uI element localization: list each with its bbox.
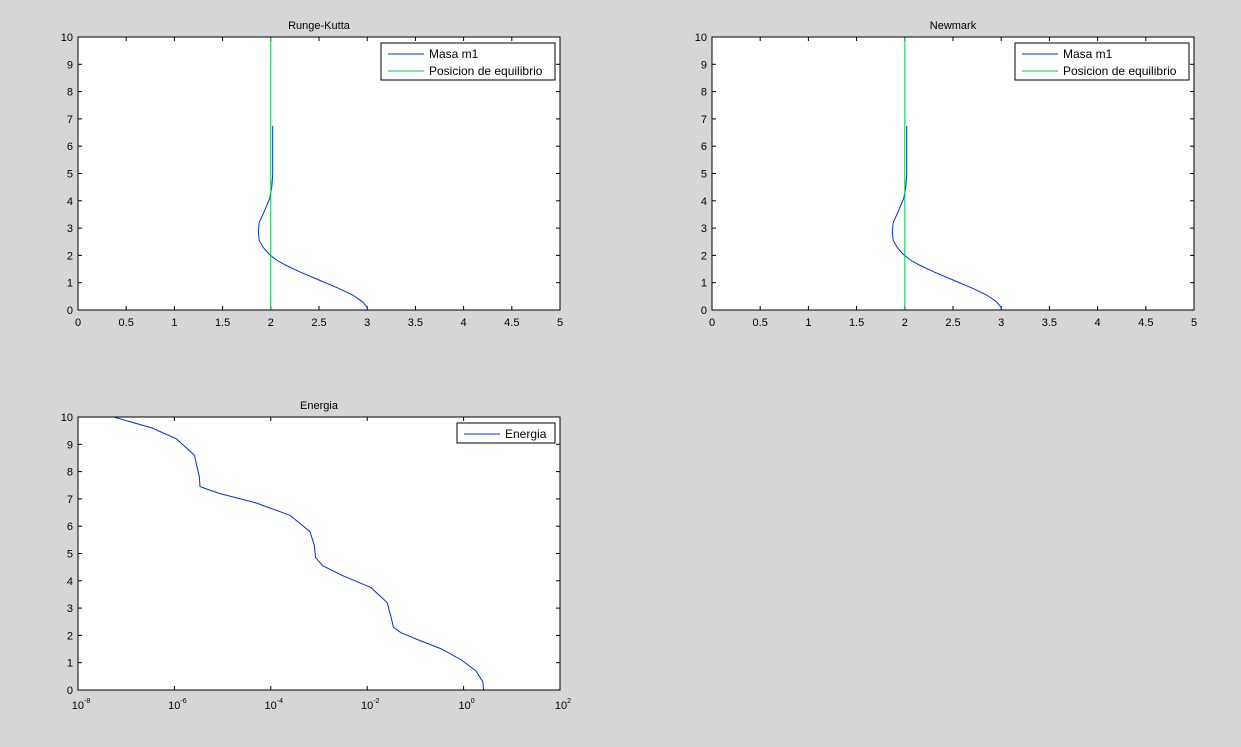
- y-tick-label: 0: [67, 305, 73, 317]
- y-tick-label: 7: [67, 114, 73, 126]
- x-tick-label: 1.5: [849, 317, 864, 329]
- x-tick-label: 0: [75, 317, 81, 329]
- y-tick-label: 3: [67, 603, 73, 615]
- x-tick-label: 4.5: [504, 317, 519, 329]
- legend-box: [380, 42, 556, 81]
- legend-label: Energia: [505, 427, 547, 441]
- chart-title: Newmark: [930, 20, 977, 32]
- y-tick-label: 7: [701, 114, 707, 126]
- y-tick-label: 1: [67, 658, 73, 670]
- x-tick-label: 1.5: [215, 317, 230, 329]
- y-tick-label: 10: [61, 32, 73, 44]
- legend-label: Masa m1: [429, 47, 479, 61]
- legend: Masa m1 Posicion de equilibrio: [1014, 42, 1190, 81]
- x-tick-label: 5: [557, 317, 563, 329]
- y-tick-label: 7: [67, 494, 73, 506]
- legend: Energia: [456, 422, 556, 444]
- axes-frame: [711, 36, 1195, 311]
- y-tick-label: 4: [67, 576, 73, 588]
- plot-area: [78, 37, 560, 310]
- y-tick-label: 8: [67, 87, 73, 99]
- y-tick-label: 4: [701, 196, 707, 208]
- chart-energia: Energia 0 1 2 3 4 5 6 7 8 9 10 10-8 10-6 10-4 10-2 100 10…: [61, 400, 571, 712]
- y-tick-label: 5: [701, 169, 707, 181]
- y-tick-label: 0: [67, 685, 73, 697]
- y-tick-label: 6: [67, 521, 73, 533]
- x-tick-label: 102: [555, 698, 571, 712]
- x-tick-label: 3.5: [408, 317, 423, 329]
- x-tick-label: 4.5: [1138, 317, 1153, 329]
- x-tick-label: 3: [998, 317, 1004, 329]
- plot-area: [712, 37, 1194, 310]
- y-tick-label: 3: [67, 223, 73, 235]
- y-tick-label: 8: [67, 467, 73, 479]
- chart-title: Runge-Kutta: [288, 20, 351, 32]
- y-tick-label: 1: [701, 278, 707, 290]
- x-tick-label: 10-2: [361, 698, 380, 712]
- x-tick-label: 10-6: [168, 698, 187, 712]
- x-tick-label: 0.5: [753, 317, 768, 329]
- y-tick-label: 8: [701, 87, 707, 99]
- x-tick-label: 4: [461, 317, 467, 329]
- x-tick-label: 1: [171, 317, 177, 329]
- legend-box: [456, 422, 556, 444]
- y-tick-label: 2: [67, 250, 73, 262]
- series-line-1: [257, 125, 368, 308]
- y-tick-label: 5: [67, 549, 73, 561]
- x-tick-label: 2: [268, 317, 274, 329]
- chart-runge-kutta: Runge-Kutta 0 1 2 3 4 5 6 7 8 9 10 0 0.5 1 1.5 2 2.5 3 3.5 4…: [61, 20, 563, 329]
- y-tick-label: 0: [701, 305, 707, 317]
- y-tick-label: 5: [67, 169, 73, 181]
- y-tick-label: 9: [67, 439, 73, 451]
- x-tick-label: 0.5: [119, 317, 134, 329]
- y-tick-label: 2: [701, 250, 707, 262]
- x-tick-label: 0: [709, 317, 715, 329]
- x-tick-label: 3: [364, 317, 370, 329]
- chart-newmark: Newmark 0 1 2 3 4 5 6 7 8 9 10 0 0.5 1 1.5 2 2.5 3 3.5 4 4.5 5…: [695, 20, 1197, 329]
- y-tick-label: 1: [67, 278, 73, 290]
- x-tick-label: 5: [1191, 317, 1197, 329]
- legend-label: Posicion de equilibrio: [1063, 64, 1177, 78]
- y-tick-label: 6: [701, 141, 707, 153]
- chart-title: Energia: [300, 400, 339, 412]
- x-tick-label: 1: [805, 317, 811, 329]
- x-tick-label: 3.5: [1042, 317, 1057, 329]
- axes-frame: [77, 416, 561, 691]
- y-tick-label: 2: [67, 630, 73, 642]
- y-tick-label: 9: [701, 59, 707, 71]
- y-tick-label: 4: [67, 196, 73, 208]
- x-tick-label: 10-8: [72, 698, 91, 712]
- x-tick-label: 4: [1095, 317, 1101, 329]
- legend-label: Posicion de equilibrio: [429, 64, 543, 78]
- x-tick-label: 10-4: [265, 698, 284, 712]
- x-tick-label: 2.5: [311, 317, 326, 329]
- axes-frame: [77, 36, 561, 311]
- legend-label: Masa m1: [1063, 47, 1113, 61]
- y-tick-label: 10: [695, 32, 707, 44]
- series-line-1: [113, 416, 485, 691]
- y-tick-label: 3: [701, 223, 707, 235]
- y-tick-label: 6: [67, 141, 73, 153]
- y-tick-label: 9: [67, 59, 73, 71]
- legend-box: [1014, 42, 1190, 81]
- y-tick-label: 10: [61, 412, 73, 424]
- x-tick-label: 100: [459, 698, 475, 712]
- series-line-1: [891, 125, 1002, 308]
- plot-area: [78, 417, 560, 690]
- legend: Masa m1 Posicion de equilibrio: [380, 42, 556, 81]
- x-tick-label: 2.5: [945, 317, 960, 329]
- x-tick-label: 2: [902, 317, 908, 329]
